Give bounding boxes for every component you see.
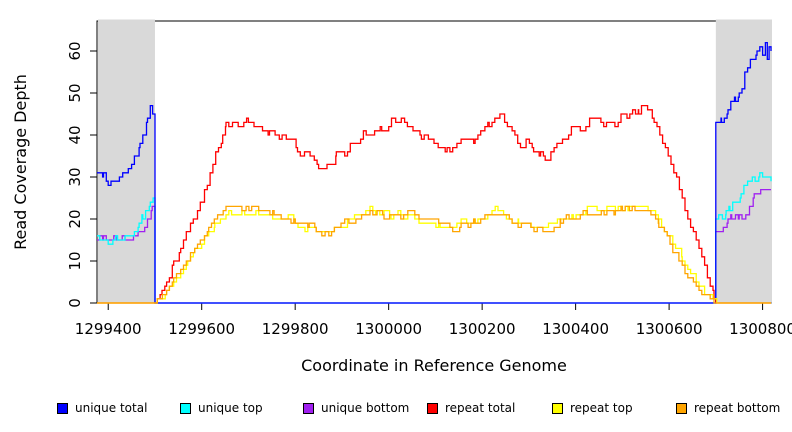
legend-swatch-repeat-top [552,402,563,414]
legend-label: repeat total [445,401,516,415]
plot-layers: 1299400 1299600 1299800 1300000 1300200 13004… [66,19,792,338]
legend-label: unique bottom [321,401,410,415]
x-tick-label: 1300600 [636,320,703,338]
legend-item-unique-top: unique top [180,401,263,415]
legend-item-unique-bottom: unique bottom [303,401,409,415]
shaded-region [715,19,772,303]
y-tick-label: 50 [66,83,84,102]
y-tick-label: 10 [66,251,84,270]
series-line-repeat-total [97,104,771,304]
x-tick-label: 1300400 [542,320,609,338]
legend-item-unique-total: unique total [57,401,147,415]
legend-label: unique total [75,401,148,415]
legend-item-repeat-total: repeat total [427,401,515,415]
x-axis-title: Coordinate in Reference Genome [301,356,567,375]
x-tick-label: 1300000 [355,320,422,338]
x-tick-label: 1300200 [449,320,516,338]
x-tick-label: 1299600 [168,320,235,338]
legend-swatch-unique-total [57,402,68,414]
y-tick-label: 60 [66,41,84,60]
series-line-repeat-bottom [97,205,771,304]
legend-item-repeat-top: repeat top [552,401,633,415]
y-tick-label: 30 [66,167,84,186]
x-tick-label: 1299800 [262,320,329,338]
plot-frame [96,20,772,304]
y-tick-label: 0 [66,298,84,308]
legend-swatch-unique-bottom [303,402,314,414]
legend-label: repeat top [570,401,633,415]
legend-label: unique top [198,401,263,415]
legend-swatch-unique-top [180,402,191,414]
x-tick-label: 1300800 [729,320,792,338]
shaded-region [98,19,155,303]
y-tick-label: 20 [66,209,84,228]
series-line-unique-total [97,41,772,304]
y-tick-label: 40 [66,125,84,144]
legend-swatch-repeat-total [427,402,438,414]
legend-swatch-repeat-bottom [676,402,687,414]
legend-label: repeat bottom [694,401,781,415]
series-line-repeat-top [97,205,771,304]
y-axis-title: Read Coverage Depth [11,74,30,250]
x-tick-label: 1299400 [75,320,142,338]
legend-item-repeat-bottom: repeat bottom [676,401,780,415]
